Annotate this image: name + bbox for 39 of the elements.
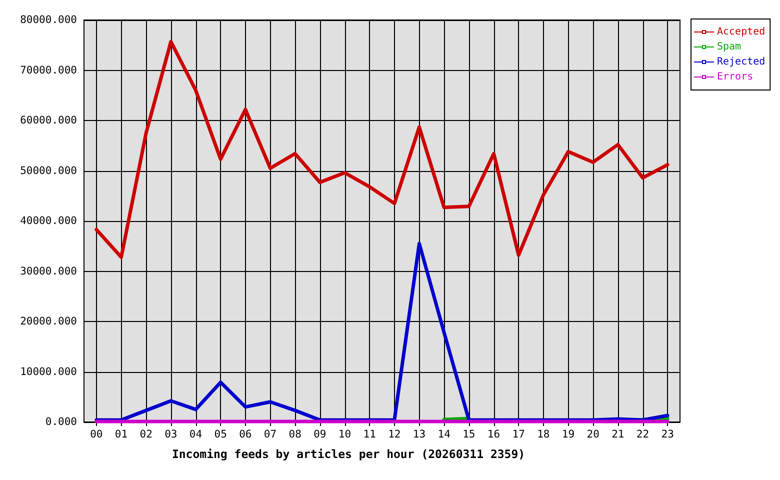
y-tick-label: 60000.000 <box>20 114 77 126</box>
x-tick-label: 04 <box>189 428 202 440</box>
y-tick-label: 30000.000 <box>20 265 77 278</box>
x-tick-label: 09 <box>314 428 326 440</box>
x-tick-label: 13 <box>412 428 426 440</box>
x-tick-label: 10 <box>338 428 352 440</box>
x-tick-label: 14 <box>438 428 450 440</box>
x-tick-label: 05 <box>214 428 227 440</box>
x-tick-label: 12 <box>388 428 401 440</box>
x-tick-label: 08 <box>288 428 302 440</box>
x-tick-label: 21 <box>612 428 624 440</box>
x-tick-label: 01 <box>114 428 128 440</box>
x-tick-label: 06 <box>239 428 252 440</box>
x-axis-title: Incoming feeds by articles per hour (20260311 2359) <box>172 447 526 461</box>
x-tick-label: 07 <box>264 428 277 440</box>
x-tick-label: 02 <box>140 428 152 440</box>
x-tick-label: 17 <box>512 428 525 440</box>
x-tick-label: 16 <box>487 428 500 440</box>
x-tick-label: 19 <box>562 428 575 440</box>
x-tick-label: 00 <box>90 428 103 440</box>
x-tick-label: 15 <box>462 428 476 440</box>
line-series <box>94 40 670 259</box>
y-tick-label: 10000.000 <box>20 366 77 378</box>
x-tick-label: 23 <box>661 428 674 440</box>
legend-label: Accepted <box>717 26 766 38</box>
y-tick-label: 40000.000 <box>20 215 77 227</box>
y-tick-label: 50000.000 <box>20 164 77 177</box>
y-tick-label: 80000.000 <box>20 14 77 26</box>
x-tick-label: 22 <box>636 428 650 440</box>
y-tick-label: 20000.000 <box>20 316 77 328</box>
x-tick-label: 18 <box>537 428 550 440</box>
y-tick-label: 0.000 <box>45 416 77 428</box>
y-tick-label: 70000.000 <box>20 64 77 76</box>
x-tick-label: 20 <box>586 428 600 440</box>
legend-label: Spam <box>717 42 742 52</box>
x-tick-label: 03 <box>164 428 178 440</box>
legend-label: Errors <box>717 72 754 82</box>
legend-label: Rejected <box>717 56 766 68</box>
x-tick-label: 11 <box>363 428 376 440</box>
